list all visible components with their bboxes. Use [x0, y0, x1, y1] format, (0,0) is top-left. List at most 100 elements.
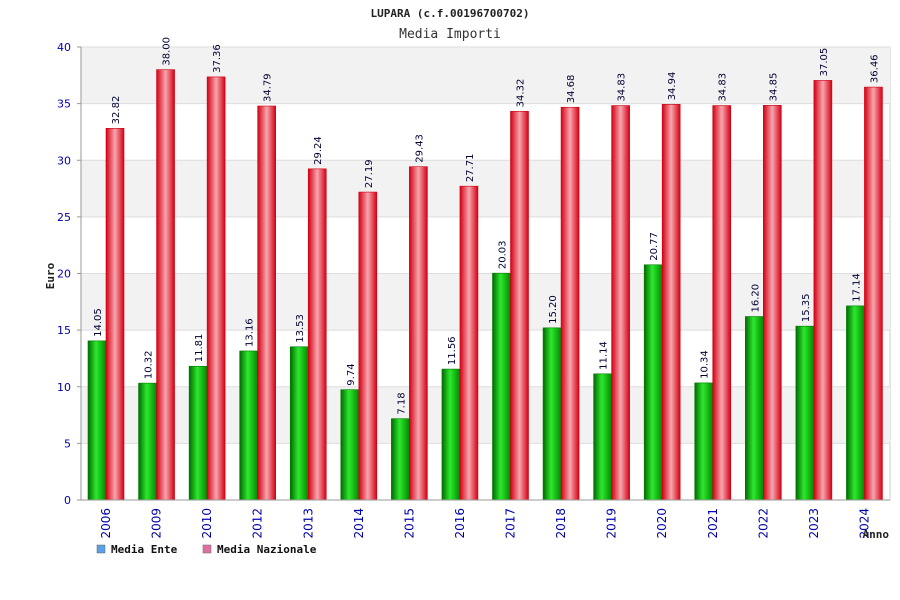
legend-swatch-media-nazionale: [202, 544, 212, 554]
y-tick-label: 10: [57, 381, 71, 394]
bar-media-ente: [138, 382, 157, 501]
data-label: 34.32: [516, 79, 527, 108]
data-label: 38.00: [162, 37, 173, 66]
data-label: 34.83: [617, 73, 628, 102]
bar-media-nazionale: [611, 105, 630, 501]
data-label: 11.14: [599, 341, 610, 370]
bar-media-ente: [188, 365, 208, 501]
bar-media-ente: [340, 389, 360, 501]
x-tick-label: 2012: [251, 508, 265, 539]
bar-media-nazionale: [307, 168, 327, 501]
x-tick-label: 2020: [655, 508, 669, 539]
bar-media-ente: [846, 305, 865, 501]
chart-subtitle: Media Importi: [399, 27, 501, 42]
data-label: 14.05: [93, 308, 104, 337]
x-axis: 2006 2009 2010 2012 2013 2014 2015 2016 2017 2018…: [81, 499, 890, 539]
bar-media-ente: [795, 325, 815, 501]
data-label: 9.74: [346, 363, 357, 385]
x-tick-label: 2014: [352, 508, 366, 539]
x-tick-label: 2016: [453, 508, 467, 539]
data-label: 11.56: [447, 336, 458, 365]
bar-media-ente: [492, 272, 511, 501]
data-label: 29.43: [414, 134, 425, 163]
bar-media-nazionale: [358, 191, 378, 501]
bar-media-nazionale: [813, 80, 833, 501]
data-label: 13.16: [245, 318, 256, 347]
data-label: 32.82: [111, 96, 122, 125]
y-tick-label: 35: [57, 98, 71, 111]
data-label: 29.24: [313, 136, 324, 165]
y-tick-label: 20: [57, 268, 71, 281]
data-label: 17.14: [851, 273, 862, 302]
data-label: 15.20: [548, 295, 559, 324]
legend-swatch-media-ente: [96, 544, 106, 554]
bar-media-nazionale: [763, 105, 782, 501]
bar-media-nazionale: [661, 104, 681, 501]
bar-media-ente: [694, 382, 714, 501]
data-label: 34.79: [263, 73, 274, 102]
y-tick-label: 0: [64, 494, 71, 507]
legend: Media Ente Media Nazionale: [96, 543, 317, 556]
data-label: 15.35: [801, 294, 812, 323]
bar-media-ente: [87, 340, 107, 501]
data-label: 16.20: [750, 284, 761, 313]
bar-media-ente: [542, 327, 562, 501]
legend-label-media-nazionale: Media Nazionale: [217, 543, 317, 556]
bar-media-ente: [391, 418, 410, 501]
data-label: 10.32: [144, 350, 155, 379]
x-tick-label: 2013: [301, 508, 315, 539]
data-label: 37.05: [819, 48, 830, 77]
bar-media-nazionale: [257, 105, 276, 501]
data-label: 20.77: [649, 232, 660, 261]
bar-media-nazionale: [459, 185, 479, 501]
data-label: 10.34: [700, 350, 711, 379]
bar-media-ente: [441, 368, 461, 501]
y-tick-label: 15: [57, 324, 71, 337]
data-label: 34.85: [768, 73, 779, 102]
bars: 14.05 32.82 10.32 38.00 11.81 37.36 13.16 34.79…: [87, 37, 883, 501]
x-tick-label: 2022: [756, 508, 770, 539]
data-label: 27.19: [364, 159, 375, 188]
bar-media-nazionale: [864, 86, 883, 501]
x-tick-label: 2021: [706, 508, 720, 539]
bar-media-nazionale: [156, 69, 175, 501]
x-tick-label: 2018: [554, 508, 568, 539]
bar-media-nazionale: [105, 128, 125, 501]
y-axis-label: Euro: [44, 262, 57, 289]
bar-media-ente: [239, 350, 258, 501]
x-tick-label: 2015: [402, 508, 416, 539]
bar-media-nazionale: [510, 111, 529, 501]
bar-media-ente: [289, 346, 309, 501]
y-tick-label: 30: [57, 154, 71, 167]
bar-media-nazionale: [409, 166, 428, 501]
x-axis-label: Anno: [863, 528, 890, 541]
bar-media-ente: [593, 373, 612, 501]
chart-title: LUPARA (c.f.00196700702): [371, 7, 530, 20]
x-tick-label: 2009: [150, 508, 164, 539]
data-label: 27.71: [465, 154, 476, 183]
x-tick-label: 2019: [605, 508, 619, 539]
data-label: 13.53: [295, 314, 306, 343]
x-tick-label: 2017: [504, 508, 518, 539]
bar-media-nazionale: [560, 106, 580, 501]
x-tick-label: 2010: [200, 508, 214, 539]
y-tick-label: 5: [64, 437, 71, 450]
y-axis: 0 5 10 15 20 25 30 35 40: [57, 41, 82, 507]
data-label: 7.18: [396, 392, 407, 414]
bar-media-ente: [745, 316, 764, 501]
data-label: 36.46: [869, 54, 880, 83]
data-label: 11.81: [194, 334, 205, 363]
bar-media-nazionale: [206, 76, 226, 501]
y-tick-label: 40: [57, 41, 71, 54]
data-label: 37.36: [212, 44, 223, 73]
data-label: 34.68: [566, 75, 577, 104]
data-label: 34.83: [718, 73, 729, 102]
x-tick-label: 2006: [99, 508, 113, 539]
bar-media-ente: [643, 264, 663, 501]
data-label: 34.94: [667, 72, 678, 101]
x-tick-label: 2023: [807, 508, 821, 539]
y-tick-label: 25: [57, 211, 71, 224]
bar-media-nazionale: [712, 105, 732, 501]
x-tick-label: 2024: [857, 508, 871, 539]
